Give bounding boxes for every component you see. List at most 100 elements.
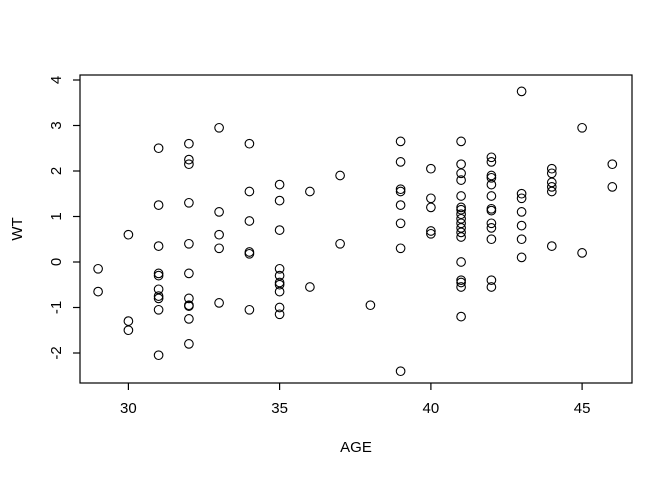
data-point (516, 193, 527, 204)
data-point (546, 186, 557, 197)
data-point (395, 200, 406, 210)
data-point (335, 238, 345, 249)
x-axis-tick-label: 35 (271, 400, 288, 417)
data-point (395, 218, 406, 229)
data-point (456, 227, 466, 238)
data-point (577, 248, 587, 258)
y-axis-tick-label: 4 (48, 76, 65, 84)
data-point (486, 152, 497, 163)
data-point (486, 223, 497, 233)
data-point (486, 218, 497, 229)
data-point (153, 293, 164, 304)
data-point (214, 207, 224, 217)
data-point (456, 277, 466, 288)
data-point (274, 302, 285, 313)
data-point (516, 234, 527, 245)
data-point (184, 159, 194, 170)
data-point (184, 314, 194, 324)
data-point (153, 291, 164, 301)
data-point (395, 243, 406, 254)
y-axis-tick-label: -2 (48, 346, 65, 359)
data-point (456, 191, 466, 201)
data-point (153, 268, 164, 279)
data-point (486, 157, 497, 167)
y-axis-tick-label: 0 (48, 258, 65, 266)
data-point (184, 154, 194, 165)
data-point (93, 263, 103, 274)
data-point (184, 293, 194, 304)
y-axis-tick-label: 2 (48, 167, 65, 175)
data-point (546, 163, 557, 174)
data-point (184, 197, 194, 208)
y-axis-tick-label: 3 (48, 121, 65, 129)
data-point (395, 186, 406, 197)
data-point (244, 304, 255, 315)
data-point (244, 248, 255, 259)
data-point (456, 136, 466, 147)
data-point (426, 228, 436, 239)
data-point (153, 241, 164, 251)
data-point (274, 195, 285, 206)
data-point (486, 172, 497, 183)
data-point (516, 207, 527, 217)
data-point (274, 179, 285, 190)
data-point (184, 268, 194, 279)
x-axis-label: AGE (340, 439, 372, 456)
data-point (426, 163, 436, 174)
data-point (184, 238, 194, 249)
data-point (93, 286, 103, 297)
data-point (395, 184, 406, 195)
data-point (426, 193, 436, 204)
data-point (486, 205, 497, 216)
data-point (244, 216, 255, 226)
data-point (184, 301, 194, 311)
data-point (516, 252, 527, 263)
data-point (607, 182, 618, 192)
data-point (456, 232, 466, 242)
data-point (456, 257, 466, 267)
data-point (153, 350, 164, 361)
data-point (274, 279, 285, 290)
data-point (486, 282, 497, 292)
data-point (153, 304, 164, 315)
y-axis-tick-label: 1 (48, 212, 65, 220)
data-point (123, 316, 134, 326)
data-point (456, 282, 466, 292)
data-point (486, 191, 497, 201)
data-point (184, 138, 194, 149)
data-point (244, 186, 255, 197)
y-axis-tick-label: -1 (48, 301, 65, 314)
data-point (184, 339, 194, 349)
data-point (123, 229, 134, 240)
data-point (516, 220, 527, 231)
data-point (153, 270, 164, 281)
data-point (274, 225, 285, 235)
data-point (607, 159, 618, 170)
data-point (153, 143, 164, 154)
data-point (214, 243, 224, 254)
data-point (335, 170, 345, 181)
data-point (486, 275, 497, 286)
data-point (274, 263, 285, 274)
data-point (305, 186, 315, 197)
data-point (546, 182, 557, 192)
data-point (244, 138, 255, 149)
data-point (395, 157, 406, 167)
data-point (456, 175, 466, 185)
data-point (456, 202, 466, 213)
data-point (456, 159, 466, 170)
data-point (123, 325, 134, 336)
data-point (426, 226, 436, 236)
data-point (486, 179, 497, 190)
data-point (456, 275, 466, 286)
data-point (305, 282, 315, 292)
data-point (365, 300, 376, 311)
data-point (214, 229, 224, 240)
data-point (214, 298, 224, 308)
data-point (456, 168, 466, 179)
plot-box (79, 74, 633, 384)
x-axis-tick-label: 45 (574, 400, 591, 417)
data-point (274, 309, 285, 320)
